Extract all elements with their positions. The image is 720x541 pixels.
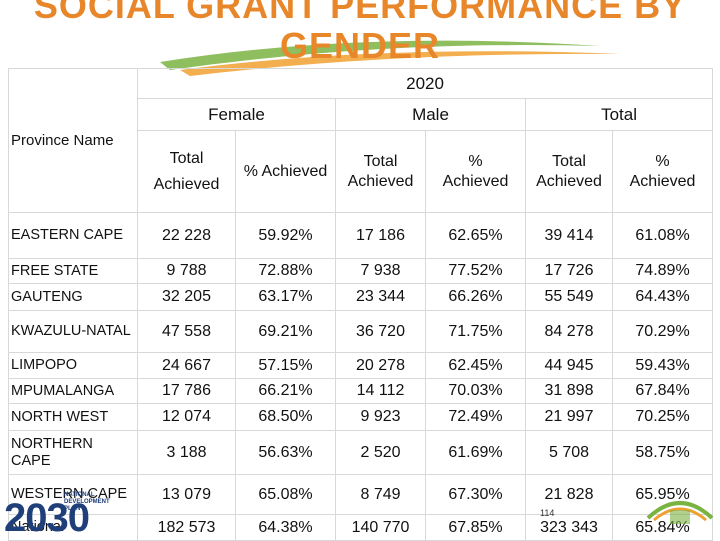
province-cell: NORTHERN CAPE bbox=[8, 430, 138, 475]
table-row: EASTERN CAPE 22 228 59.92% 17 186 62.65% 39 4… bbox=[8, 212, 714, 259]
year-header: 2020 bbox=[136, 68, 714, 99]
value-cell: 62.65% bbox=[425, 212, 526, 259]
column-header: Total Achieved bbox=[335, 130, 426, 213]
value-cell: 32 205 bbox=[137, 283, 236, 311]
group-header: Female bbox=[137, 98, 336, 131]
column-header: % Achieved bbox=[425, 130, 526, 213]
column-header: Total Achieved bbox=[525, 130, 613, 213]
column-header: Total Achieved bbox=[137, 130, 236, 213]
group-header: Total bbox=[524, 98, 714, 131]
value-cell: 61.69% bbox=[425, 430, 526, 475]
value-cell: 84 278 bbox=[525, 310, 613, 353]
province-cell: EASTERN CAPE bbox=[8, 212, 138, 259]
value-cell: 12 074 bbox=[137, 403, 236, 431]
value-cell: 65.08% bbox=[235, 474, 336, 515]
page-number: 114 bbox=[540, 508, 555, 518]
table-row: FREE STATE 9 788 72.88% 7 938 77.52% 17 726 74… bbox=[8, 258, 714, 284]
value-cell: 56.63% bbox=[235, 430, 336, 475]
value-cell: 9 923 bbox=[335, 403, 426, 431]
logo-number: 2030 bbox=[4, 496, 90, 540]
province-cell: WESTERN CAPE bbox=[8, 474, 138, 515]
value-cell: 58.75% bbox=[611, 430, 714, 475]
value-cell: 66.21% bbox=[235, 378, 336, 404]
value-cell: 68.50% bbox=[235, 403, 336, 431]
table-row: NORTHERN CAPE 3 188 56.63% 2 520 61.69% 5 708… bbox=[8, 430, 714, 475]
value-cell: 17 726 bbox=[525, 258, 613, 284]
value-cell: 77.52% bbox=[425, 258, 526, 284]
table-row: KWAZULU-NATAL 47 558 69.21% 36 720 71.75% 84 … bbox=[8, 310, 714, 353]
header-row: Female Male Total bbox=[9, 98, 714, 131]
value-cell: 62.45% bbox=[425, 352, 526, 379]
value-cell: 20 278 bbox=[335, 352, 426, 379]
ndp-logo: 2030 NATIONAL DEVELOPMENT PLAN bbox=[0, 488, 140, 540]
province-cell: GAUTENG bbox=[8, 283, 138, 311]
value-cell: 55 549 bbox=[525, 283, 613, 311]
value-cell: 24 667 bbox=[137, 352, 236, 379]
header-row: Total Achieved % Achieved Total Achieved… bbox=[9, 130, 714, 213]
value-cell: 182 573 bbox=[137, 514, 236, 541]
value-cell: 39 414 bbox=[525, 212, 613, 259]
column-header: Province Name bbox=[8, 68, 138, 213]
value-cell: 23 344 bbox=[335, 283, 426, 311]
value-cell: 5 708 bbox=[525, 430, 613, 475]
province-cell: MPUMALANGA bbox=[8, 378, 138, 404]
data-table: Province Name 2020 Female Male Total Tot… bbox=[8, 68, 714, 541]
header-row: Province Name 2020 bbox=[8, 68, 714, 213]
value-cell: 69.21% bbox=[235, 310, 336, 353]
table-row: LIMPOPO 24 667 57.15% 20 278 62.45% 44 945 59.… bbox=[8, 352, 714, 379]
value-cell: 2 520 bbox=[335, 430, 426, 475]
value-cell: 64.43% bbox=[611, 283, 714, 311]
value-cell: 8 749 bbox=[335, 474, 426, 515]
value-cell: 59.43% bbox=[611, 352, 714, 379]
table-row: GAUTENG 32 205 63.17% 23 344 66.26% 55 549 64.… bbox=[8, 283, 714, 311]
group-header: Male bbox=[335, 98, 526, 131]
value-cell: 72.88% bbox=[235, 258, 336, 284]
value-cell: 59.92% bbox=[235, 212, 336, 259]
province-cell: KWAZULU-NATAL bbox=[8, 310, 138, 353]
province-cell: LIMPOPO bbox=[8, 352, 138, 379]
value-cell: 21 828 bbox=[525, 474, 613, 515]
value-cell: 70.03% bbox=[425, 378, 526, 404]
logo-text: NATIONAL DEVELOPMENT PLAN bbox=[64, 492, 110, 512]
value-cell: 31 898 bbox=[525, 378, 613, 404]
value-cell: 47 558 bbox=[137, 310, 236, 353]
value-cell: 57.15% bbox=[235, 352, 336, 379]
table-row: MPUMALANGA 17 786 66.21% 14 112 70.03% 31 898… bbox=[8, 378, 714, 404]
value-cell: 70.25% bbox=[611, 403, 714, 431]
province-cell: FREE STATE bbox=[8, 258, 138, 284]
province-cell: NORTH WEST bbox=[8, 403, 138, 431]
value-cell: 323 343 bbox=[525, 514, 613, 541]
value-cell: 67.84% bbox=[611, 378, 714, 404]
province-cell: National bbox=[8, 514, 138, 541]
value-cell: 67.30% bbox=[425, 474, 526, 515]
value-cell: 70.29% bbox=[611, 310, 714, 353]
value-cell: 14 112 bbox=[335, 378, 426, 404]
value-cell: 21 997 bbox=[525, 403, 613, 431]
value-cell: 3 188 bbox=[137, 430, 236, 475]
value-cell: 22 228 bbox=[137, 212, 236, 259]
value-cell: 61.08% bbox=[611, 212, 714, 259]
value-cell: 7 938 bbox=[335, 258, 426, 284]
value-cell: 17 186 bbox=[335, 212, 426, 259]
value-cell: 44 945 bbox=[525, 352, 613, 379]
value-cell: 72.49% bbox=[425, 403, 526, 431]
value-cell: 17 786 bbox=[137, 378, 236, 404]
value-cell: 67.85% bbox=[425, 514, 526, 541]
value-cell: 66.26% bbox=[425, 283, 526, 311]
column-header: % Achieved bbox=[611, 130, 714, 213]
value-cell: 63.17% bbox=[235, 283, 336, 311]
value-cell: 13 079 bbox=[137, 474, 236, 515]
slide-title: SOCIAL GRANT PERFORMANCE BY GENDER bbox=[33, 0, 687, 66]
partner-logo bbox=[646, 501, 714, 524]
title-swoosh bbox=[160, 40, 620, 76]
column-header: % Achieved bbox=[235, 130, 336, 213]
value-cell: 71.75% bbox=[425, 310, 526, 353]
value-cell: 9 788 bbox=[137, 258, 236, 284]
value-cell: 64.38% bbox=[235, 514, 336, 541]
value-cell: 74.89% bbox=[611, 258, 714, 284]
value-cell: 140 770 bbox=[335, 514, 426, 541]
value-cell: 36 720 bbox=[335, 310, 426, 353]
table-row: NORTH WEST 12 074 68.50% 9 923 72.49% 21 997 7… bbox=[8, 403, 714, 431]
